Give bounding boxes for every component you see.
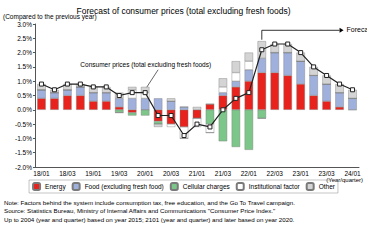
svg-text:Other: Other: [319, 183, 336, 190]
svg-text:1.0%: 1.0%: [17, 78, 32, 85]
svg-text:0.5%: 0.5%: [17, 92, 32, 99]
svg-text:Consumer prices (total excludi: Consumer prices (total excluding fresh f…: [80, 61, 211, 69]
svg-text:21/03: 21/03: [215, 170, 232, 177]
svg-text:-0.5%: -0.5%: [15, 121, 32, 128]
svg-text:Forecast: Forecast: [347, 26, 367, 33]
svg-text:Energy: Energy: [45, 183, 66, 191]
svg-text:-1.0%: -1.0%: [15, 135, 32, 142]
svg-text:Food (excluding fresh food): Food (excluding fresh food): [85, 183, 164, 191]
svg-text:2.0%: 2.0%: [17, 49, 32, 56]
svg-text:-1.5%: -1.5%: [15, 149, 32, 156]
svg-text:24/01: 24/01: [344, 170, 361, 177]
svg-text:19/03: 19/03: [111, 170, 128, 177]
svg-text:1.5%: 1.5%: [17, 63, 32, 70]
svg-text:22/01: 22/01: [241, 170, 258, 177]
svg-text:19/01: 19/01: [85, 170, 102, 177]
svg-text:18/01: 18/01: [33, 170, 50, 177]
svg-text:-2.0%: -2.0%: [15, 164, 32, 171]
svg-text:18/03: 18/03: [59, 170, 76, 177]
svg-text:(Year/quarter): (Year/quarter): [326, 177, 363, 183]
svg-text:Up to 2004 (year and quarter): Up to 2004 (year and quarter) based on y…: [4, 216, 295, 223]
svg-text:Source: Statistics Bureau, Min: Source: Statistics Bureau, Ministry of I…: [4, 207, 275, 214]
svg-text:Institutional factor: Institutional factor: [249, 183, 301, 190]
svg-text:20/01: 20/01: [137, 170, 154, 177]
svg-text:23/01: 23/01: [293, 170, 310, 177]
svg-text:Cellular charges: Cellular charges: [183, 183, 231, 191]
svg-text:Note: Factors behind the syste: Note: Factors behind the system include …: [4, 199, 295, 206]
svg-text:Forecast of consumer prices (t: Forecast of consumer prices (total exclu…: [76, 6, 290, 16]
svg-text:(Compared to the previous year: (Compared to the previous year): [3, 13, 97, 20]
svg-text:21/01: 21/01: [189, 170, 206, 177]
svg-text:20/03: 20/03: [163, 170, 180, 177]
svg-text:0.0%: 0.0%: [17, 106, 32, 113]
svg-text:22/03: 22/03: [267, 170, 284, 177]
svg-text:3.0%: 3.0%: [17, 21, 32, 28]
svg-text:23/03: 23/03: [318, 170, 335, 177]
svg-text:2.5%: 2.5%: [17, 35, 32, 42]
